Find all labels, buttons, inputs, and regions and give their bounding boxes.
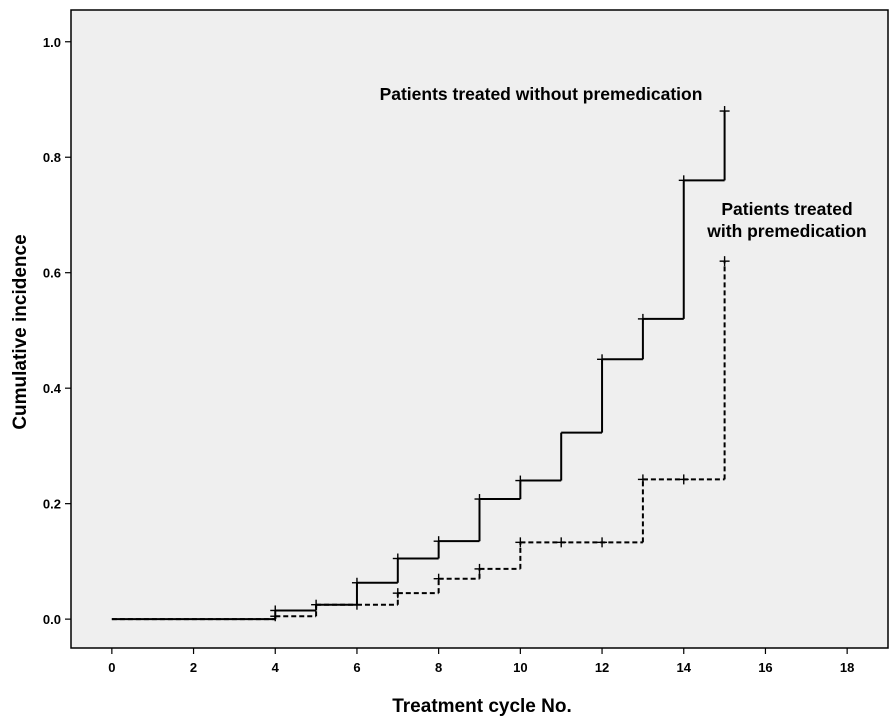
annotation-with-premedication-line2: with premedication: [706, 221, 866, 241]
axis-ticks: 0 2 4 6 8 10 12 14 16 18 0.0 0.2 0.4 0.6 0.8 1.0: [43, 35, 854, 675]
series-1: [111, 256, 730, 622]
y-tick-label: 0.8: [43, 150, 61, 165]
y-tick-label: 0.6: [43, 266, 61, 281]
y-axis-title: Cumulative incidence: [10, 234, 31, 429]
x-tick-label: 6: [353, 660, 360, 675]
annotation-without-premedication: Patients treated without premedication: [380, 84, 703, 104]
x-tick-label: 2: [190, 660, 197, 675]
x-tick-label: 12: [595, 660, 609, 675]
x-tick-label: 4: [272, 660, 280, 675]
y-tick-label: 0.0: [43, 612, 61, 627]
series-layer: [111, 106, 730, 622]
y-tick-label: 0.2: [43, 497, 61, 512]
x-tick-label: 18: [840, 660, 854, 675]
x-axis-title: Treatment cycle No.: [392, 696, 572, 717]
x-tick-label: 16: [758, 660, 772, 675]
annotation-with-premedication-line1: Patients treated: [721, 199, 852, 219]
y-tick-label: 0.4: [43, 381, 62, 396]
y-tick-label: 1.0: [43, 35, 61, 50]
x-tick-label: 8: [435, 660, 442, 675]
x-tick-label: 10: [513, 660, 527, 675]
x-tick-label: 0: [108, 660, 115, 675]
annotations: Patients treated without premedication P…: [380, 84, 867, 241]
plot-area: [70, 9, 889, 649]
x-tick-label: 14: [677, 660, 692, 675]
